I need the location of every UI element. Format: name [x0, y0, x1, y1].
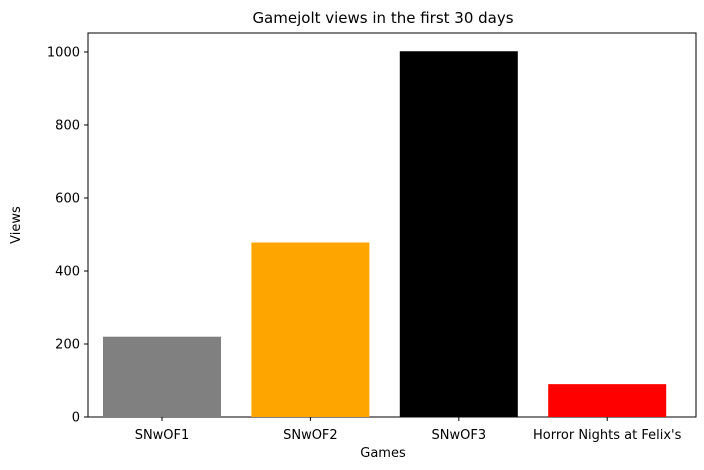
- bar-group: [103, 51, 667, 417]
- x-tick-label: SNwOF3: [432, 428, 487, 443]
- y-axis-label: Views: [9, 206, 24, 244]
- chart-title: Gamejolt views in the first 30 days: [252, 9, 513, 27]
- y-tick-label: 200: [55, 338, 80, 353]
- y-axis: 0 200 400 600 800 1000: [47, 45, 88, 426]
- y-tick-label: 400: [55, 264, 80, 279]
- bar-3: [548, 384, 667, 417]
- y-tick-label: 0: [72, 411, 80, 426]
- bar-1: [251, 242, 370, 417]
- x-tick-label: Horror Nights at Felix's: [533, 428, 682, 443]
- x-tick-label: SNwOF1: [135, 428, 190, 443]
- y-tick-label: 600: [55, 191, 80, 206]
- bar-2: [399, 51, 518, 417]
- y-tick-label: 1000: [47, 45, 80, 60]
- x-tick-label: SNwOF2: [283, 428, 338, 443]
- x-axis-label: Games: [360, 446, 406, 461]
- bar-0: [103, 336, 221, 417]
- y-tick-label: 800: [55, 118, 80, 133]
- x-axis: SNwOF1 SNwOF2 SNwOF3 Horror Nights at Felix…: [135, 417, 682, 443]
- plot-area-frame: [87, 32, 697, 418]
